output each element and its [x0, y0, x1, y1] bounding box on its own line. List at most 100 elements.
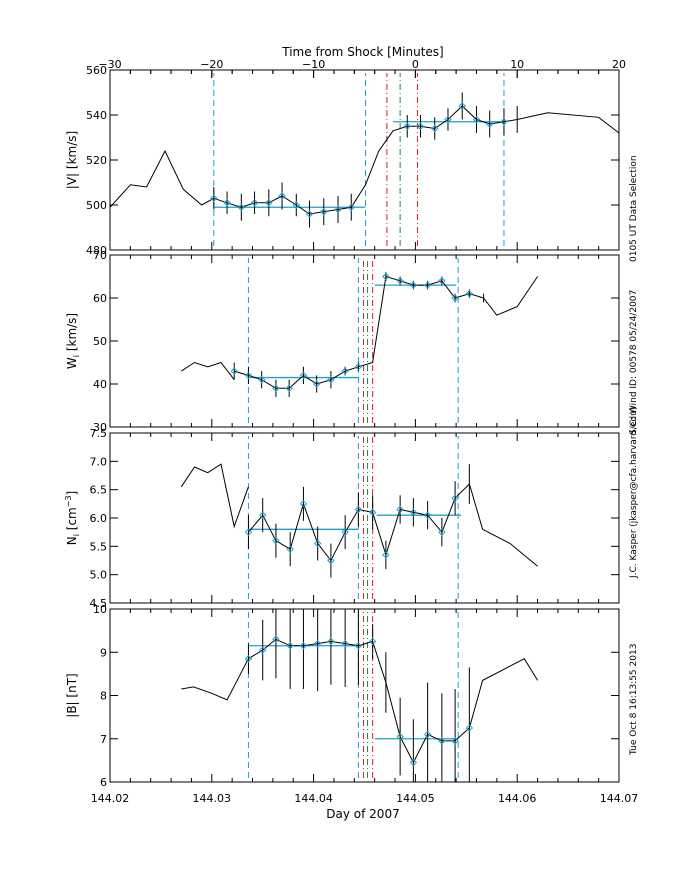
data-point-marker [354, 363, 363, 371]
data-point-marker [250, 199, 259, 207]
data-point-marker [313, 639, 322, 648]
bottom-tick-label: 144.02 [91, 792, 130, 805]
data-point-marker [244, 371, 253, 380]
data-point-marker [347, 203, 355, 211]
data-line-selected [248, 483, 470, 562]
panel-thermal-speed: 30 40 50 60 70 Wi [km/s] [65, 249, 620, 434]
data-point-marker [409, 508, 418, 517]
bottom-tick-label: 144.03 [193, 792, 232, 805]
panel-frame [109, 69, 620, 251]
data-point-marker [286, 545, 294, 553]
bottom-axis-label: Day of 2007 [326, 807, 399, 821]
side-annotation-spacecraft: S/C: Wind ID: 00578 05/24/2007 [629, 290, 639, 435]
data-line-pre [181, 658, 249, 701]
y-axis-label: Ni [cm−3] [64, 491, 81, 546]
data-point-marker [465, 724, 474, 732]
panel-data [181, 258, 539, 423]
y-tick-label: 8 [100, 690, 107, 703]
data-line-selected [213, 105, 518, 215]
data-point-marker [368, 637, 377, 646]
y-tick-label: 7.0 [90, 455, 108, 468]
data-line-pre [180, 463, 249, 529]
top-tick-label: −20 [200, 58, 223, 71]
bottom-tick-label: 144.04 [294, 792, 333, 805]
data-point-marker [299, 642, 308, 650]
y-tick-label: 40 [93, 378, 107, 391]
data-point-marker [334, 205, 342, 214]
data-point-marker [382, 272, 390, 281]
top-tick-label: −10 [302, 58, 325, 71]
data-point-marker [313, 539, 322, 548]
data-point-marker [258, 511, 267, 519]
data-point-marker [451, 737, 459, 745]
data-line-post [483, 276, 539, 316]
data-point-marker [368, 508, 377, 517]
data-point-marker [285, 384, 293, 393]
panel-field-magnitude: 6 7 8 9 10 |B| [nT] [65, 603, 620, 789]
top-axis-ticks: −30 −20 −10 0 10 20 [98, 58, 626, 71]
bottom-tick-label: 144.06 [498, 792, 537, 805]
data-point-marker [403, 122, 411, 130]
y-tick-label: 540 [86, 109, 107, 122]
data-point-marker [500, 118, 508, 126]
data-point-marker [451, 294, 459, 302]
y-tick-label: 30 [93, 421, 107, 434]
data-line-selected [248, 638, 470, 764]
data-point-marker [409, 758, 418, 767]
y-tick-label: 7.5 [90, 427, 108, 440]
data-point-marker [320, 208, 328, 216]
data-point-marker [299, 371, 308, 380]
data-point-marker [341, 367, 349, 375]
data-point-marker [258, 646, 267, 654]
bottom-tick-label: 144.05 [396, 792, 435, 805]
panel-frame [109, 432, 620, 604]
data-point-marker [451, 494, 459, 502]
data-point-marker [278, 192, 286, 200]
y-tick-label: 6 [100, 776, 107, 789]
data-point-marker [354, 505, 363, 514]
data-point-marker [341, 528, 349, 536]
data-point-marker [444, 115, 452, 124]
data-line-post [517, 112, 619, 134]
bottom-tick-label: 144.07 [600, 792, 639, 805]
data-point-marker [431, 124, 439, 133]
data-point-marker [230, 367, 238, 375]
data-point-marker [327, 375, 335, 384]
data-line-post [468, 483, 538, 567]
y-tick-label: 70 [93, 249, 107, 262]
y-tick-label: 6.5 [90, 484, 108, 497]
data-point-marker [354, 642, 363, 650]
top-tick-label: 20 [612, 58, 626, 71]
data-point-marker [244, 655, 253, 663]
side-annotation-data-selection: 0105 UT Data Selection [629, 155, 639, 262]
panel-speed: 480 500 520 540 560 |V| [km/s] [65, 64, 620, 257]
data-point-marker [299, 500, 308, 508]
data-point-marker [272, 536, 280, 545]
panel-frame [109, 254, 620, 428]
y-tick-label: 480 [86, 244, 107, 257]
data-point-marker [409, 281, 418, 289]
y-tick-label: 520 [86, 154, 107, 167]
data-point-marker [312, 380, 321, 388]
y-tick-label: 5.0 [90, 569, 108, 582]
data-point-marker [396, 277, 404, 285]
data-line-post [468, 658, 539, 729]
top-tick-label: 0 [412, 58, 419, 71]
y-tick-label: 50 [93, 335, 107, 348]
data-line-pre [110, 149, 215, 208]
y-tick-label: 6.0 [90, 512, 108, 525]
data-point-marker [257, 375, 266, 384]
data-point-marker [292, 201, 301, 209]
data-point-marker [237, 203, 246, 211]
data-point-marker [272, 635, 280, 643]
side-annotation-author: J.C. Kasper (jkasper@cfa.harvard.edu) [629, 407, 639, 579]
data-point-marker [244, 528, 253, 536]
data-point-marker [327, 637, 335, 646]
data-point-marker [465, 289, 474, 298]
y-tick-label: 60 [93, 292, 107, 305]
data-point-marker [458, 102, 466, 110]
panel-density: 4.5 5.0 5.5 6.0 6.5 7.0 7.5 Ni [cm−3] [64, 427, 620, 610]
y-axis-label: Wi [km/s] [65, 313, 81, 369]
bottom-axis-ticks: 144.02 144.03 144.04 144.05 144.06 144.07 [91, 792, 639, 805]
panel-data [180, 436, 538, 599]
